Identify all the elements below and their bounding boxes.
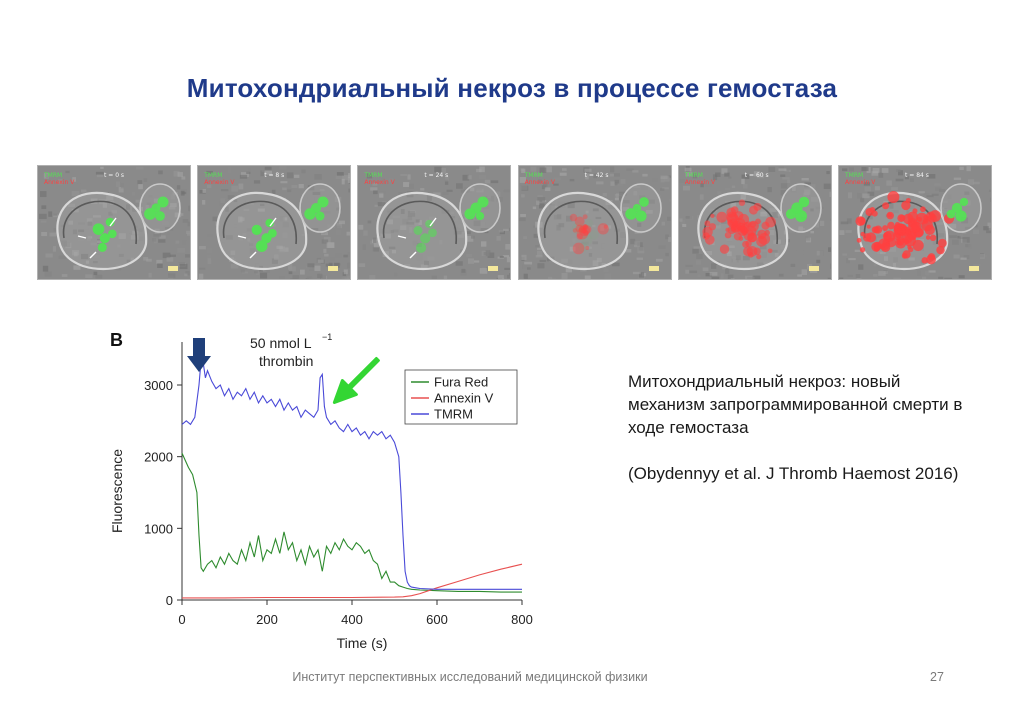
page-number: 27 [930, 670, 944, 684]
y-tick-label: 2000 [144, 450, 173, 465]
frame-time-label: t = 0 s [104, 172, 125, 179]
scale-bar [328, 266, 339, 271]
series-line-tmrm [181, 358, 522, 590]
x-tick-label: 600 [426, 612, 448, 627]
micrograph-frame: TMRM Annexin V t = 0 s [37, 165, 191, 280]
footer-institute: Институт перспективных исследований меди… [292, 670, 648, 684]
caption-block: Митохондриальный некроз: новый механизм … [628, 370, 968, 485]
micrograph-frame: TMRM Annexin V t = 84 s [838, 165, 992, 280]
channel-label-tmrm: TMRM [684, 172, 703, 179]
channel-label-tmrm: TMRM [204, 172, 223, 179]
y-tick-label: 3000 [144, 378, 173, 393]
annotation-dose-superscript: −1 [322, 332, 332, 342]
caption-text: Митохондриальный некроз: новый механизм … [628, 372, 963, 437]
frame-time-label: t = 42 s [584, 172, 609, 179]
micrograph-frame: TMRM Annexin V t = 8 s [197, 165, 352, 280]
reference-text: (Obydennyy et al. J Thromb Haemost 2016) [628, 464, 959, 483]
series-line-fura-red [181, 452, 522, 593]
frame-time-label: t = 60 s [744, 172, 769, 179]
thrombin-arrow-icon [187, 338, 211, 372]
legend-label: TMRM [434, 407, 473, 422]
legend-label: Annexin V [434, 391, 494, 406]
scale-bar [808, 266, 819, 271]
micrograph-frame: TMRM Annexin V t = 60 s [677, 165, 832, 280]
x-tick-label: 0 [178, 612, 185, 627]
channel-label-annexin: Annexin V [845, 179, 876, 186]
x-axis-label: Time (s) [337, 635, 388, 651]
channel-label-tmrm: TMRM [364, 172, 383, 179]
panel-label: B [110, 330, 123, 350]
channel-label-annexin: Annexin V [364, 179, 395, 186]
micrograph-frame: TMRM Annexin V t = 24 s [357, 165, 512, 280]
x-tick-label: 800 [511, 612, 533, 627]
slide-title: Митохондриальный некроз в процессе гемос… [186, 73, 838, 103]
annotation-thrombin: thrombin [259, 353, 313, 369]
legend-label: Fura Red [434, 375, 488, 390]
y-axis-label: Fluorescence [109, 449, 125, 533]
series-line-annexin-v [182, 563, 523, 599]
frame-time-label: t = 84 s [905, 172, 929, 179]
scale-bar [488, 266, 499, 271]
y-tick-label: 0 [166, 593, 173, 608]
channel-label-tmrm: TMRM [845, 172, 864, 179]
annotation-dose: 50 nmol L [250, 335, 312, 351]
channel-label-annexin: Annexin V [524, 179, 555, 186]
channel-label-annexin: Annexin V [684, 179, 716, 186]
scale-bar [648, 266, 659, 271]
scale-bar [969, 266, 979, 271]
green-arrow-icon [332, 357, 380, 404]
legend-box [404, 369, 518, 425]
channel-label-annexin: Annexin V [204, 179, 235, 186]
scale-bar [168, 266, 178, 271]
frame-time-label: t = 8 s [264, 172, 285, 179]
channel-label-annexin: Annexin V [44, 179, 75, 186]
channel-label-tmrm: TMRM [44, 172, 63, 179]
frame-time-label: t = 24 s [424, 172, 449, 179]
x-tick-label: 400 [341, 612, 363, 627]
channel-label-tmrm: TMRM [524, 172, 543, 179]
x-tick-label: 200 [256, 612, 278, 627]
micrograph-frame: TMRM Annexin V t = 42 s [517, 165, 672, 280]
fluorescence-chart: B 0 200 400 600 800 0 1000 2000 3000 Time (s) Fluor… [109, 330, 533, 651]
y-tick-label: 1000 [144, 521, 173, 536]
